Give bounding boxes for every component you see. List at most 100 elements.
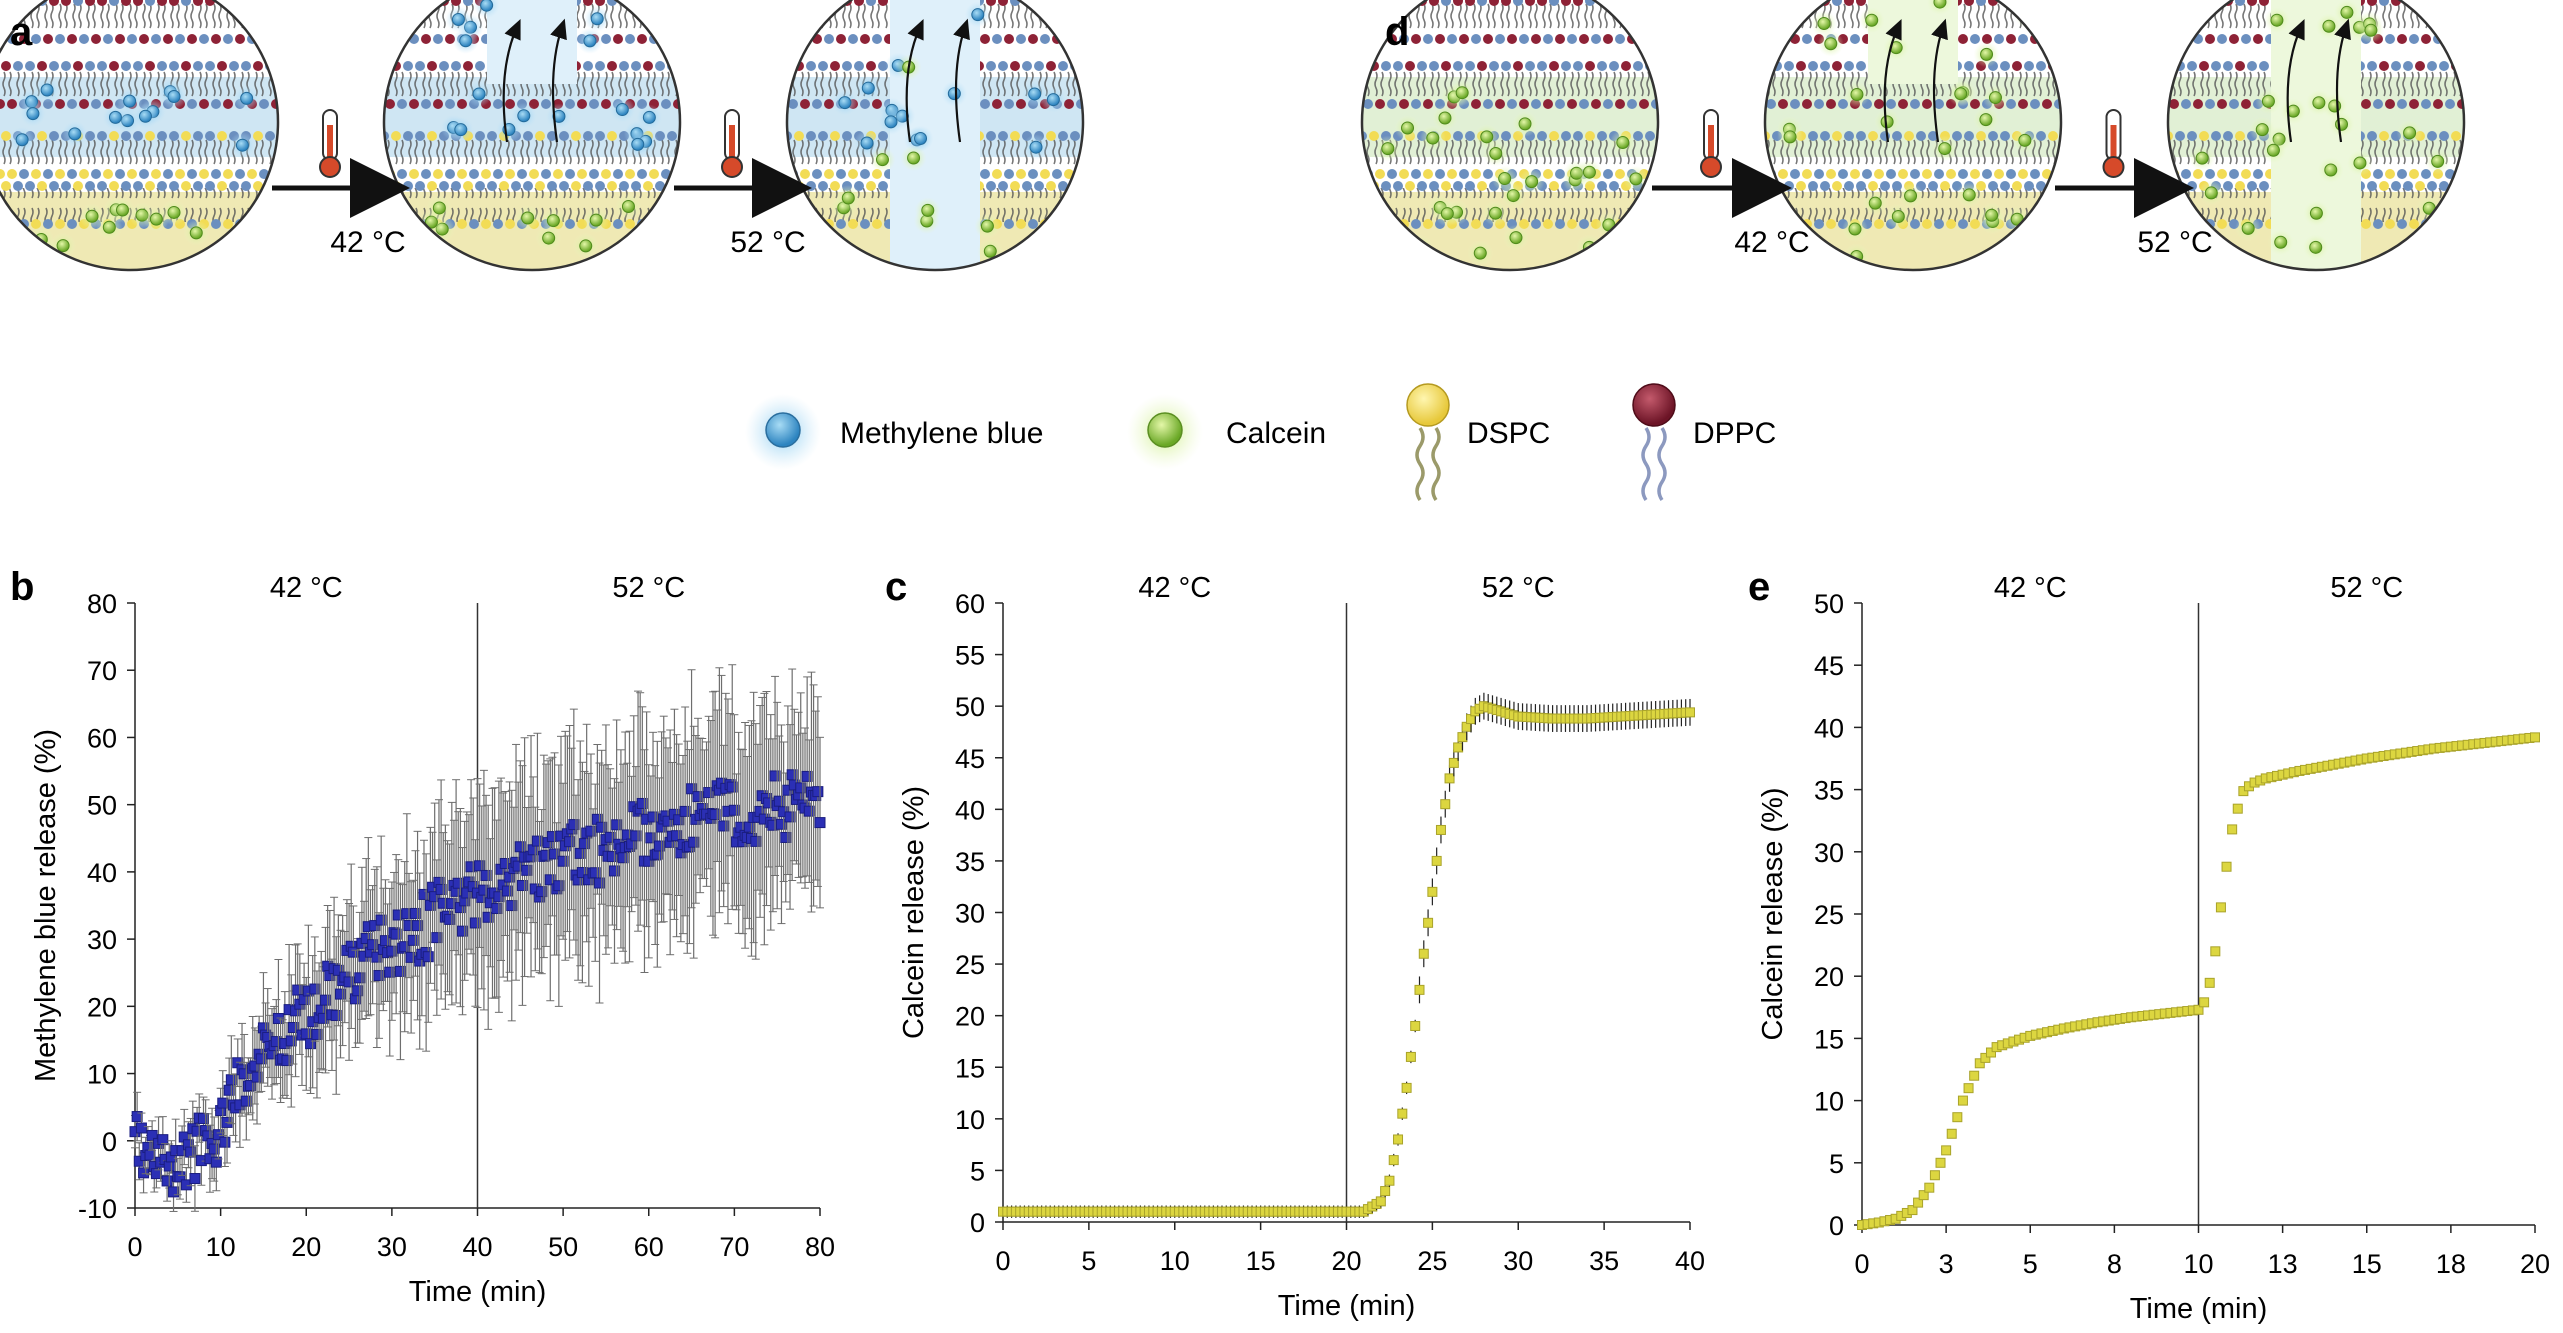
panel-letter-e: e bbox=[1748, 565, 1770, 609]
x-tick-label: 0 bbox=[995, 1246, 1010, 1276]
data-point bbox=[2210, 946, 2221, 957]
data-point bbox=[1384, 1175, 1395, 1186]
data-point bbox=[636, 797, 648, 809]
data-point bbox=[1453, 742, 1464, 753]
y-tick-label: 15 bbox=[955, 1053, 985, 1083]
y-tick-label: 20 bbox=[1814, 962, 1844, 992]
data-point bbox=[1980, 1052, 1991, 1063]
data-point bbox=[347, 946, 359, 958]
y-axis-label: Calcein release (%) bbox=[1757, 787, 1789, 1040]
data-point bbox=[223, 1084, 235, 1096]
chart-b: -10 0 10 20 30 40 50 60 70 80 0 10 20 30 40 50 60 70 80 42 … bbox=[30, 572, 835, 1308]
x-axis-label: Time (min) bbox=[409, 1276, 546, 1308]
data-point bbox=[198, 1113, 209, 1125]
data-point bbox=[474, 860, 486, 872]
data-point bbox=[1685, 707, 1695, 718]
y-tick-label: 30 bbox=[1814, 838, 1844, 868]
y-tick-label: 60 bbox=[955, 589, 985, 619]
data-point bbox=[1427, 886, 1438, 897]
data-point bbox=[240, 1095, 252, 1107]
data-point bbox=[718, 820, 730, 832]
data-point bbox=[579, 838, 591, 850]
data-point bbox=[407, 934, 419, 946]
data-point bbox=[506, 900, 518, 912]
y-tick-label: 15 bbox=[1814, 1024, 1844, 1054]
data-point bbox=[2215, 902, 2226, 913]
data-point bbox=[812, 786, 824, 798]
y-tick-label: 50 bbox=[955, 692, 985, 722]
data-point bbox=[2193, 1004, 2204, 1015]
y-tick-label: 5 bbox=[970, 1156, 985, 1186]
data-point bbox=[585, 825, 597, 837]
data-point bbox=[249, 1060, 261, 1072]
data-point bbox=[647, 811, 659, 823]
data-point bbox=[320, 994, 332, 1006]
panel-letter-d: d bbox=[1385, 10, 1409, 54]
data-point bbox=[617, 852, 629, 864]
x-tick-label: 18 bbox=[2436, 1249, 2466, 1279]
data-point bbox=[1913, 1197, 1924, 1208]
chart-c: 0 5 10 15 20 25 30 35 40 45 50 55 60 0 5 10 15 20 25 30 35 40… bbox=[898, 572, 1705, 1322]
data-point bbox=[514, 841, 526, 853]
x-tick-label: 20 bbox=[2520, 1249, 2550, 1279]
x-tick-label: 0 bbox=[127, 1232, 142, 1262]
data-point bbox=[354, 972, 366, 984]
data-point bbox=[138, 1167, 150, 1179]
data-point bbox=[2199, 997, 2210, 1008]
data-point bbox=[1941, 1145, 1952, 1156]
data-point bbox=[609, 865, 620, 877]
data-point bbox=[1957, 1095, 1968, 1106]
x-axis-label: Time (min) bbox=[1278, 1290, 1415, 1322]
x-tick-label: 80 bbox=[805, 1232, 835, 1262]
data-point bbox=[801, 770, 813, 782]
data-point bbox=[786, 769, 798, 781]
data-point bbox=[285, 1035, 297, 1047]
data-point bbox=[311, 1028, 323, 1040]
data-point bbox=[553, 880, 565, 892]
temp-label-a-step1: 42 °C bbox=[330, 226, 405, 259]
data-point bbox=[418, 888, 430, 900]
data-point bbox=[564, 836, 576, 848]
data-point bbox=[773, 795, 785, 807]
y-tick-label: 70 bbox=[87, 656, 117, 686]
data-point bbox=[1969, 1070, 1980, 1081]
x-tick-label: 15 bbox=[1246, 1246, 1276, 1276]
legend-calcein-label: Calcein bbox=[1226, 417, 1326, 450]
y-tick-label: 10 bbox=[955, 1105, 985, 1135]
data-point bbox=[1918, 1190, 1929, 1201]
data-point bbox=[1985, 1047, 1996, 1058]
data-point bbox=[1952, 1112, 1963, 1123]
data-point bbox=[1393, 1134, 1404, 1145]
data-point bbox=[630, 830, 642, 842]
data-point bbox=[409, 907, 421, 919]
y-tick-label: 0 bbox=[1829, 1211, 1844, 1241]
x-tick-label: 40 bbox=[462, 1232, 492, 1262]
data-point bbox=[174, 1171, 186, 1183]
x-tick-label: 40 bbox=[1675, 1246, 1705, 1276]
data-point bbox=[784, 811, 796, 823]
data-point bbox=[287, 1022, 299, 1034]
data-point bbox=[557, 855, 569, 867]
series-calcein bbox=[998, 692, 1695, 1218]
y-tick-label: 10 bbox=[87, 1060, 117, 1090]
legend-dspc-label: DSPC bbox=[1467, 417, 1550, 450]
data-point bbox=[379, 935, 391, 947]
data-point bbox=[373, 970, 385, 982]
data-point bbox=[576, 867, 588, 879]
data-point bbox=[161, 1175, 173, 1187]
data-point bbox=[1410, 1020, 1421, 1031]
data-point bbox=[780, 831, 792, 843]
data-point bbox=[429, 891, 441, 903]
data-point bbox=[135, 1122, 147, 1134]
data-point bbox=[457, 925, 469, 937]
data-point bbox=[386, 945, 398, 957]
data-point bbox=[469, 917, 481, 929]
phase-label-42: 42 °C bbox=[1138, 572, 1211, 604]
data-point bbox=[163, 1160, 175, 1172]
y-tick-label: 55 bbox=[955, 641, 985, 671]
data-point bbox=[775, 818, 787, 830]
y-tick-label: 50 bbox=[87, 791, 117, 821]
data-point bbox=[1414, 984, 1425, 995]
data-point bbox=[673, 814, 685, 826]
data-point bbox=[728, 804, 740, 816]
